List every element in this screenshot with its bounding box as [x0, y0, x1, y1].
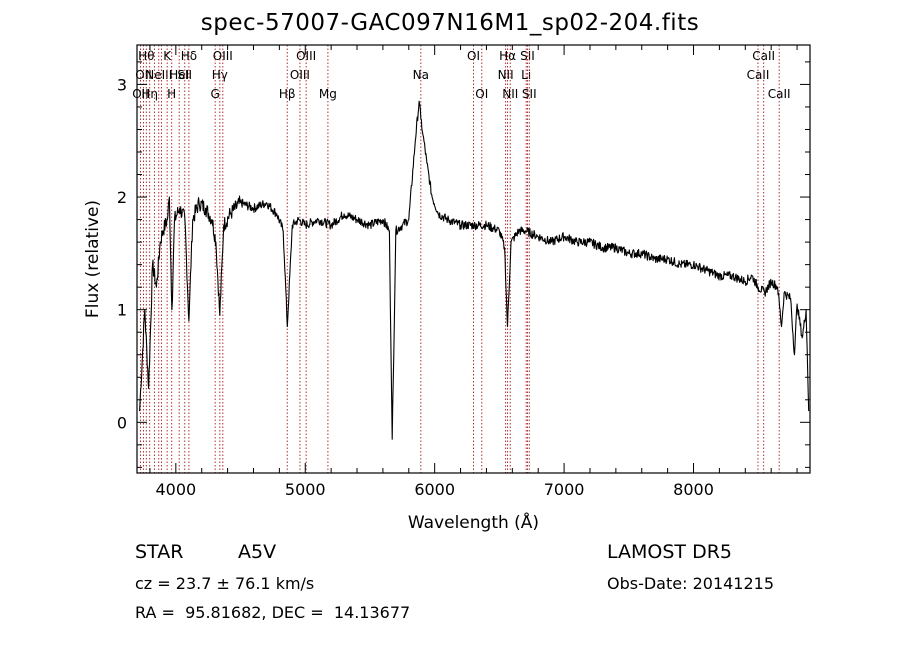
x-axis-label: Wavelength (Å) [408, 511, 539, 533]
subclass-label: A5V [238, 541, 277, 563]
line-label-0: OII [132, 87, 149, 101]
line-label-3: Hη [141, 87, 158, 101]
line-label-8: H [167, 87, 176, 101]
y-tick-label-0: 0 [117, 413, 127, 432]
survey-label: LAMOST DR5 [607, 541, 732, 563]
line-label-20: OI [467, 49, 480, 63]
line-label-16: OIII [290, 68, 310, 82]
spectrum-line [139, 100, 810, 440]
line-label-7: K [163, 49, 172, 63]
line-label-25: Li [521, 68, 531, 82]
line-label-13: Hγ [212, 68, 228, 82]
x-tick-label-3: 7000 [544, 480, 585, 499]
y-tick-label-1: 1 [117, 301, 127, 320]
line-label-17: OIII [296, 49, 316, 63]
line-label-12: G [211, 87, 220, 101]
line-label-30: CaII [768, 87, 791, 101]
y-tick-label-3: 3 [117, 75, 127, 94]
line-label-21: OI [475, 87, 488, 101]
y-tick-label-2: 2 [117, 188, 127, 207]
line-label-1: OII [135, 68, 152, 82]
line-label-5: NeIII [145, 68, 172, 82]
line-label-2: Hθ [138, 49, 154, 63]
velocity-label: cz = 23.7 ± 76.1 km/s [135, 574, 315, 593]
chart-title: spec-57007-GAC097N16M1_sp02-204.fits [200, 10, 700, 36]
line-label-22: NII [498, 68, 514, 82]
x-tick-label-0: 4000 [155, 480, 196, 499]
line-label-29: CaII [752, 49, 775, 63]
line-label-23: Hα [499, 49, 516, 63]
obs-date-label: Obs-Date: 20141215 [607, 574, 775, 593]
line-label-14: OIII [213, 49, 233, 63]
y-axis-label: Flux (relative) [83, 200, 103, 318]
line-label-28: CaII [747, 68, 770, 82]
line-label-9: HeI [169, 68, 189, 82]
line-label-15: Hβ [279, 87, 296, 101]
line-label-19: Na [413, 68, 429, 82]
line-label-24: NII [502, 87, 518, 101]
coords-label: RA = 95.81682, DEC = 14.13677 [135, 603, 411, 622]
line-label-26: SII [520, 49, 535, 63]
plot-frame [136, 44, 811, 474]
x-tick-label-1: 5000 [285, 480, 326, 499]
x-tick-label-2: 6000 [414, 480, 455, 499]
line-label-11: Hδ [181, 49, 197, 63]
line-label-10: SII [177, 68, 192, 82]
line-label-27: SII [522, 87, 537, 101]
class-label: STAR [135, 541, 184, 563]
x-tick-label-4: 8000 [673, 480, 714, 499]
line-label-18: Mg [319, 87, 337, 101]
